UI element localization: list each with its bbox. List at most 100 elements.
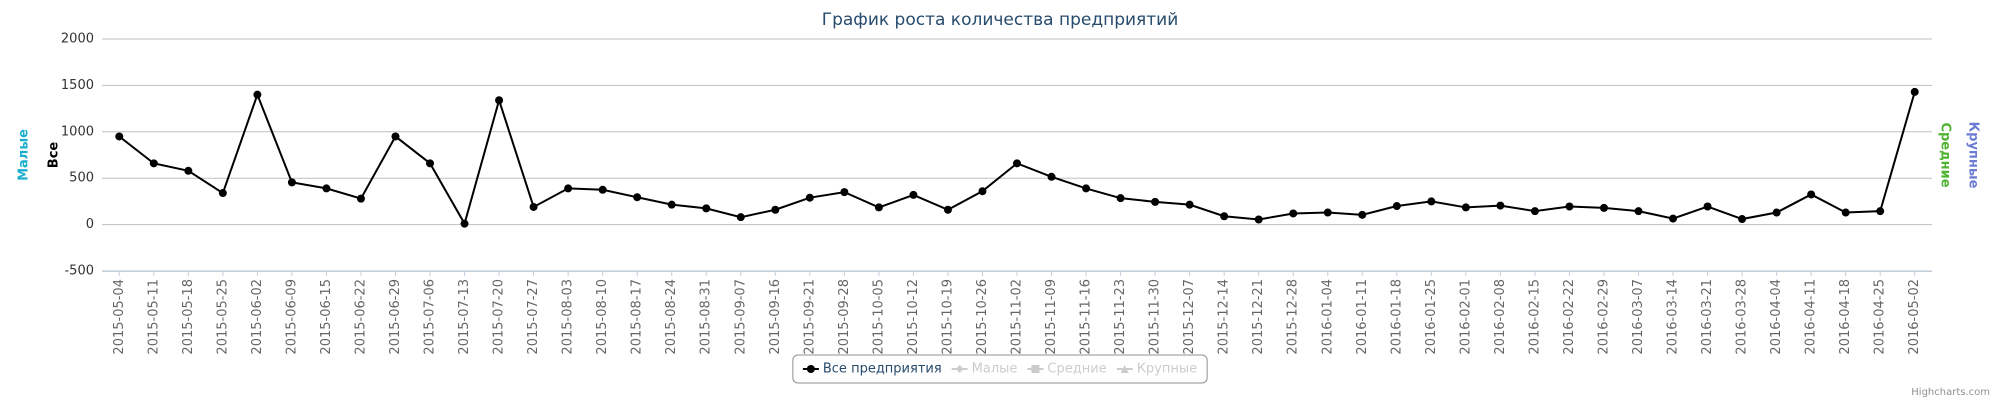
x-tick-label: 2015-05-11 [146, 279, 161, 355]
x-tick-label: 2016-02-01 [1458, 279, 1473, 355]
point [667, 200, 676, 209]
point [1738, 215, 1747, 224]
legend-box [792, 354, 1208, 384]
y-tick-label: 0 [86, 217, 94, 232]
series-line [118, 91, 1916, 227]
axis-title: Малые [17, 129, 32, 181]
point [1116, 194, 1125, 203]
chart-title: График роста количества предприятий [822, 10, 1179, 30]
x-tick-label: 2015-11-02 [1010, 279, 1025, 355]
x-tick-label: 2015-11-16 [1079, 279, 1094, 355]
point [1220, 212, 1229, 221]
point [1185, 200, 1194, 209]
x-tick-label: 2015-05-04 [112, 279, 127, 355]
credit[interactable]: Highcharts.com [1911, 387, 1990, 398]
legend: Все предприятия Малые Средние Крупные [792, 354, 1208, 384]
point [1289, 209, 1298, 218]
point [1599, 203, 1608, 212]
point [1807, 190, 1816, 199]
point [736, 213, 745, 222]
x-tick-label: 2015-07-06 [423, 279, 438, 355]
x-tick-label: 2015-10-12 [906, 279, 921, 355]
x-tick-label: 2015-06-15 [319, 279, 334, 355]
x-tick-label: 2016-01-25 [1424, 279, 1439, 355]
point [322, 184, 331, 193]
point [1047, 172, 1056, 181]
legend-item[interactable]: Крупные [1116, 362, 1197, 377]
x-tick-label: 2015-11-23 [1113, 279, 1128, 355]
point [598, 185, 607, 194]
point [1772, 208, 1781, 217]
x-tick-label: 2015-08-03 [561, 279, 576, 355]
x-tick-label: 2016-01-18 [1389, 279, 1404, 355]
x-tick-label: 2015-12-14 [1217, 279, 1232, 355]
x-tick-label: 2015-12-28 [1286, 279, 1301, 355]
x-tick-label: 2015-12-21 [1251, 279, 1266, 355]
point [1565, 202, 1574, 211]
x-tick-label: 2015-08-17 [630, 279, 645, 355]
x-tick-label: 2016-05-02 [1907, 279, 1922, 355]
legend-label: Средние [1047, 362, 1106, 377]
point [1461, 203, 1470, 212]
point [1910, 87, 1919, 96]
x-tick-label: 2016-03-07 [1631, 279, 1646, 355]
x-tick-label: 2016-02-22 [1562, 279, 1577, 355]
legend-item[interactable]: Малые [951, 362, 1018, 377]
y-tick-label: -500 [64, 264, 94, 279]
point [149, 159, 158, 168]
point [771, 205, 780, 214]
point [253, 90, 262, 99]
y-tick-label: 2000 [61, 32, 94, 47]
legend-marker [1031, 365, 1040, 373]
x-tick-label: 2015-10-05 [871, 279, 886, 355]
x-tick-label: 2015-09-28 [837, 279, 852, 355]
x-tick-label: 2015-08-24 [664, 279, 679, 355]
x-tick-label: 2015-09-07 [733, 279, 748, 355]
x-tick-label: 2015-05-18 [181, 279, 196, 355]
point [495, 96, 504, 105]
point [633, 193, 642, 202]
legend-item[interactable]: Все предприятия [802, 362, 942, 377]
point [426, 159, 435, 168]
x-tick-label: 2015-05-25 [215, 279, 230, 355]
x-tick-label: 2015-06-22 [353, 279, 368, 355]
x-tick-label: 2015-08-10 [595, 279, 610, 355]
x-tick-label: 2015-07-13 [457, 279, 472, 355]
x-tick-label: 2015-10-26 [975, 279, 990, 355]
axis-title: Крупные [1966, 122, 1981, 189]
point [1530, 207, 1539, 216]
point [978, 187, 987, 196]
point [460, 219, 469, 228]
legend-marker [1120, 365, 1129, 373]
point [564, 184, 573, 193]
point [1013, 159, 1021, 168]
x-tick-label: 2016-04-11 [1804, 279, 1819, 355]
legend-label: Малые [972, 362, 1018, 377]
x-tick-label: 2015-06-29 [388, 279, 403, 355]
legend-label: Все предприятия [823, 362, 942, 377]
point [702, 204, 711, 213]
point [1392, 202, 1401, 211]
y-tick-label: 1000 [61, 124, 94, 139]
point [1841, 208, 1850, 217]
x-tick-label: 2015-11-09 [1044, 279, 1059, 355]
point [1082, 184, 1091, 193]
x-tick-label: 2016-04-25 [1873, 279, 1888, 355]
x-tick-label: 2016-03-14 [1666, 279, 1681, 355]
point [529, 202, 538, 211]
point [115, 132, 124, 141]
point [840, 188, 849, 197]
point [1254, 215, 1263, 224]
x-tick-label: 2015-09-21 [802, 279, 817, 355]
point [874, 203, 883, 212]
x-tick-label: 2015-06-02 [250, 279, 265, 355]
legend-item[interactable]: Средние [1027, 362, 1107, 377]
x-tick-label: 2016-04-18 [1838, 279, 1853, 355]
x-tick-label: 2016-01-04 [1320, 279, 1335, 355]
point [356, 194, 365, 203]
point [1703, 202, 1712, 211]
point [1323, 208, 1332, 217]
y-tick-label: 1500 [61, 78, 94, 93]
